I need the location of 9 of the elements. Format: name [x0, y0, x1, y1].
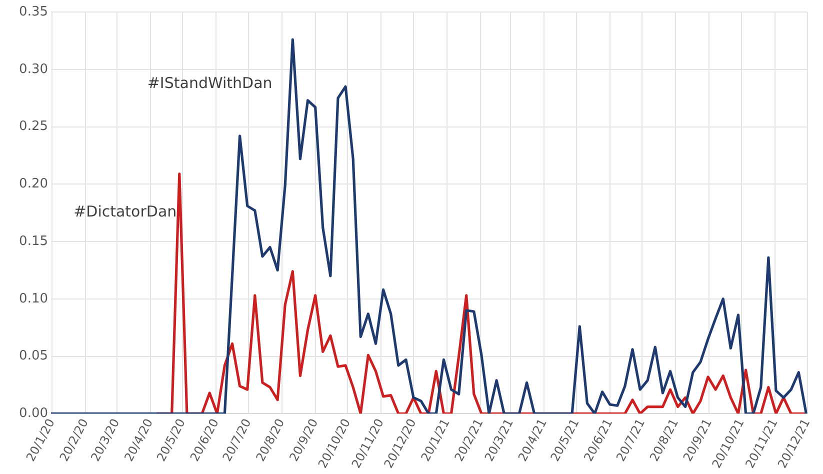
y-tick-label: 0.15	[19, 234, 48, 249]
y-tick-label: 0.35	[19, 4, 48, 20]
y-tick-label: 0.30	[19, 62, 48, 77]
y-tick-label: 0.25	[19, 119, 48, 134]
series-label: #DictatorDan	[74, 202, 177, 221]
y-tick-label: 0.10	[19, 291, 48, 306]
y-tick-label: 0.20	[19, 176, 48, 192]
series-label: #IStandWithDan	[147, 74, 272, 92]
y-tick-label: 0.05	[19, 348, 48, 364]
